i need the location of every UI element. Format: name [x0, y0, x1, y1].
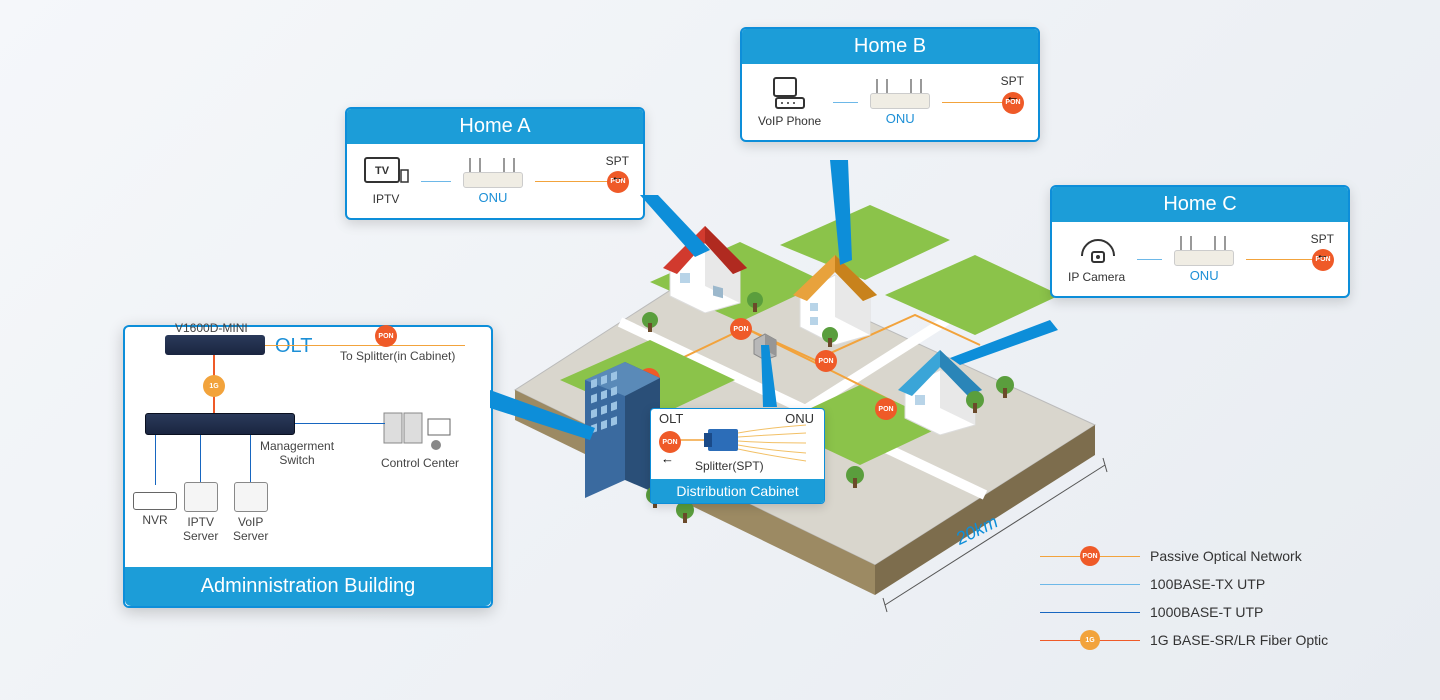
nvr-device: NVR — [133, 492, 177, 527]
spt-label-a: SPT — [606, 154, 629, 168]
iptv-server: IPTV Server — [183, 482, 218, 544]
pointer-dist — [755, 345, 785, 415]
onu-device-a: ONU — [463, 158, 523, 205]
mgmt-switch — [145, 413, 295, 435]
olt-label: OLT — [275, 335, 312, 358]
svg-text:TV: TV — [375, 165, 390, 177]
pointer-b — [820, 160, 870, 270]
legend-utp100: 100BASE-TX UTP — [1040, 576, 1360, 592]
legend-utp1000-label: 1000BASE-T UTP — [1150, 604, 1263, 620]
dist-title: Distribution Cabinet — [651, 479, 824, 503]
olt-model: V1600D-MINI — [175, 321, 248, 335]
olt-device — [165, 335, 265, 355]
control-center-label: Control Center — [381, 456, 459, 470]
spt-label-b: SPT — [1001, 74, 1024, 88]
voip-device: VoIP Phone — [758, 76, 821, 128]
distribution-callout: OLT ONU PON ← Splitter(SPT) Distribution… — [650, 408, 825, 504]
home-a-callout: Home A TV IPTV ONU PON SPT ← — [345, 107, 645, 220]
control-center: Control Center — [380, 405, 460, 470]
splitter-label: Splitter(SPT) — [695, 459, 764, 473]
nvr-label: NVR — [142, 513, 167, 527]
pointer-a — [640, 195, 720, 265]
onu-device-c: ONU — [1174, 236, 1234, 283]
spt-arrow-b: ← — [1001, 88, 1024, 104]
legend-pon: PON Passive Optical Network — [1040, 548, 1360, 564]
voip-label: VoIP Phone — [758, 114, 821, 128]
home-a-title: Home A — [347, 109, 643, 144]
onu-label-b: ONU — [886, 111, 915, 126]
onu-label-c: ONU — [1190, 268, 1219, 283]
dist-arrow: ← — [661, 451, 674, 466]
legend-utp1000: 1000BASE-T UTP — [1040, 604, 1360, 620]
iptv-label: IPTV — [373, 192, 400, 206]
admin-title: Adminnistration Building — [125, 567, 491, 606]
voip-server-label: VoIP Server — [233, 515, 268, 544]
iptv-device: TV IPTV — [363, 156, 409, 206]
home-c-callout: Home C IP Camera ONU PON SPT ← — [1050, 185, 1350, 298]
onu-device-b: ONU — [870, 79, 930, 126]
home-b-callout: Home B VoIP Phone ONU PON SPT ← — [740, 27, 1040, 142]
spt-label-c: SPT — [1311, 232, 1334, 246]
ipcamera-device: IP Camera — [1068, 234, 1125, 284]
mgmt-switch-label: Managerment Switch — [260, 439, 334, 468]
legend-pon-badge: PON — [1080, 546, 1100, 566]
voip-server: VoIP Server — [233, 482, 268, 544]
ipcamera-label: IP Camera — [1068, 270, 1125, 284]
admin-1g-badge: 1G — [203, 375, 225, 397]
pointer-admin — [490, 390, 600, 450]
dist-pon-badge: PON — [659, 431, 681, 453]
spt-arrow-a: ← — [606, 168, 629, 184]
home-c-title: Home C — [1052, 187, 1348, 222]
iptv-server-label: IPTV Server — [183, 515, 218, 544]
pointer-c — [950, 320, 1060, 370]
admin-callout: V1600D-MINI OLT To Splitter(in Cabinet) … — [123, 325, 493, 608]
legend-pon-label: Passive Optical Network — [1150, 548, 1302, 564]
to-splitter-label: To Splitter(in Cabinet) — [340, 349, 455, 363]
spt-arrow-c: ← — [1311, 246, 1334, 262]
legend-fiber1g-label: 1G BASE-SR/LR Fiber Optic — [1150, 632, 1328, 648]
onu-label-a: ONU — [479, 190, 508, 205]
admin-pon-badge: PON — [375, 325, 397, 347]
legend-fiber1g: 1G 1G BASE-SR/LR Fiber Optic — [1040, 632, 1360, 648]
legend: PON Passive Optical Network 100BASE-TX U… — [1040, 548, 1360, 660]
legend-1g-badge: 1G — [1080, 630, 1100, 650]
home-b-title: Home B — [742, 29, 1038, 64]
legend-utp100-label: 100BASE-TX UTP — [1150, 576, 1265, 592]
